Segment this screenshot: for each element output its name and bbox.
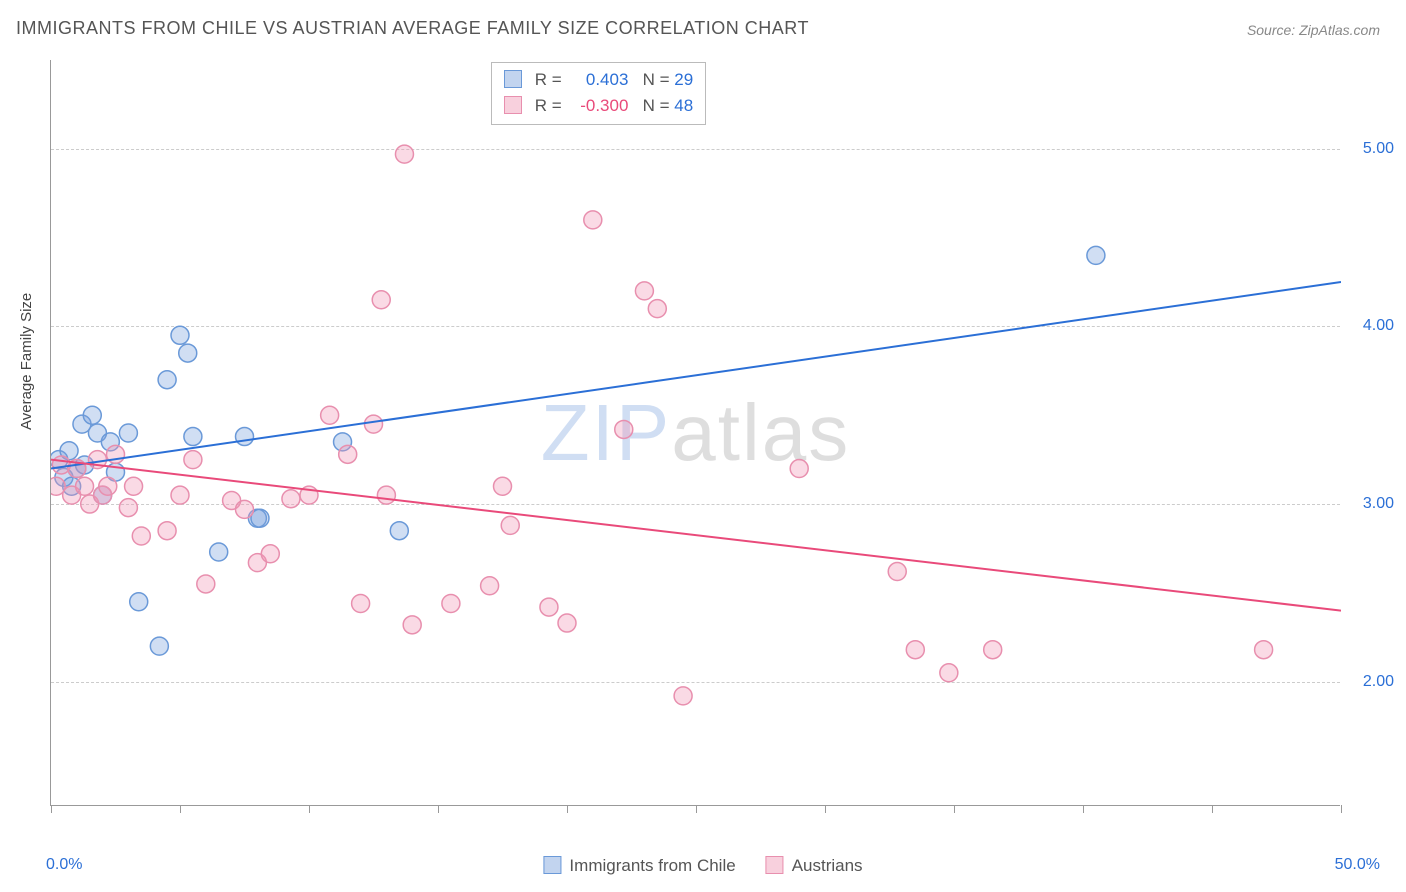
y-tick-label: 2.00	[1363, 673, 1394, 691]
data-point	[321, 406, 339, 424]
data-point	[674, 687, 692, 705]
y-axis-label: Average Family Size	[18, 293, 35, 430]
data-point	[940, 664, 958, 682]
data-point	[132, 527, 150, 545]
x-tick	[1083, 805, 1084, 813]
data-point	[442, 595, 460, 613]
data-point	[1255, 641, 1273, 659]
data-point	[888, 563, 906, 581]
data-point	[906, 641, 924, 659]
data-point	[501, 516, 519, 534]
data-point	[372, 291, 390, 309]
y-tick-label: 5.00	[1363, 140, 1394, 158]
chart-svg	[51, 60, 1341, 806]
legend-item: Immigrants from Chile	[543, 856, 735, 876]
x-axis-min-label: 0.0%	[46, 856, 82, 874]
data-point	[179, 344, 197, 362]
regression-line	[51, 282, 1341, 469]
plot-area: ZIPatlas R = 0.403 N = 29 R = -0.300 N =…	[50, 60, 1340, 806]
x-tick	[567, 805, 568, 813]
data-point	[352, 595, 370, 613]
legend-label: Immigrants from Chile	[569, 856, 735, 875]
data-point	[197, 575, 215, 593]
data-point	[158, 522, 176, 540]
data-point	[261, 545, 279, 563]
data-point	[403, 616, 421, 634]
y-tick-label: 4.00	[1363, 317, 1394, 335]
data-point	[365, 415, 383, 433]
data-point	[790, 460, 808, 478]
x-tick	[825, 805, 826, 813]
data-point	[635, 282, 653, 300]
data-point	[119, 424, 137, 442]
data-point	[984, 641, 1002, 659]
data-point	[76, 477, 94, 495]
data-point	[99, 477, 117, 495]
x-tick	[954, 805, 955, 813]
data-point	[171, 486, 189, 504]
x-tick	[1212, 805, 1213, 813]
data-point	[125, 477, 143, 495]
data-point	[158, 371, 176, 389]
data-point	[481, 577, 499, 595]
x-tick	[51, 805, 52, 813]
data-point	[584, 211, 602, 229]
data-point	[236, 428, 254, 446]
data-point	[540, 598, 558, 616]
x-tick	[180, 805, 181, 813]
data-point	[119, 499, 137, 517]
data-point	[648, 300, 666, 318]
chart-title: IMMIGRANTS FROM CHILE VS AUSTRIAN AVERAG…	[16, 18, 809, 39]
data-point	[339, 445, 357, 463]
legend-swatch	[543, 856, 561, 874]
data-point	[184, 451, 202, 469]
series-legend: Immigrants from Chile Austrians	[543, 856, 862, 876]
data-point	[150, 637, 168, 655]
x-tick	[309, 805, 310, 813]
data-point	[236, 500, 254, 518]
x-axis-max-label: 50.0%	[1335, 856, 1380, 874]
data-point	[390, 522, 408, 540]
data-point	[1087, 246, 1105, 264]
data-point	[210, 543, 228, 561]
data-point	[615, 420, 633, 438]
legend-label: Austrians	[792, 856, 863, 875]
x-tick	[438, 805, 439, 813]
data-point	[377, 486, 395, 504]
regression-line	[51, 460, 1341, 611]
data-point	[171, 326, 189, 344]
data-point	[395, 145, 413, 163]
source-attribution: Source: ZipAtlas.com	[1247, 22, 1380, 38]
data-point	[558, 614, 576, 632]
data-point	[130, 593, 148, 611]
data-point	[83, 406, 101, 424]
x-tick	[1341, 805, 1342, 813]
y-tick-label: 3.00	[1363, 495, 1394, 513]
data-point	[184, 428, 202, 446]
data-point	[494, 477, 512, 495]
data-point	[282, 490, 300, 508]
legend-item: Austrians	[766, 856, 863, 876]
x-tick	[696, 805, 697, 813]
legend-swatch	[766, 856, 784, 874]
